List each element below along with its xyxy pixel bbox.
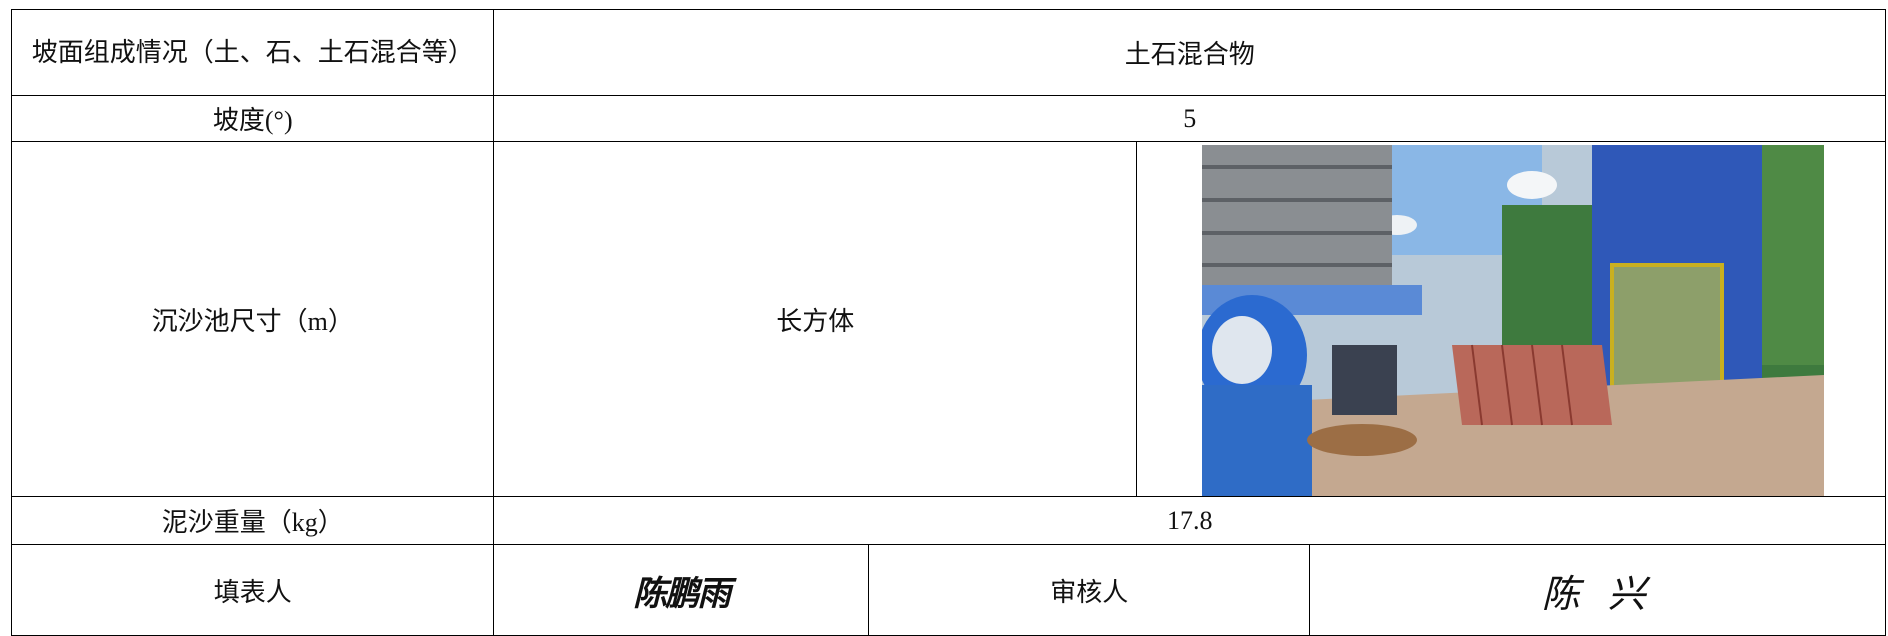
value-cell: 5: [493, 95, 1887, 143]
label-cell: 泥沙重量（kg）: [11, 496, 495, 546]
signature: 陈 兴: [1309, 544, 1887, 636]
label-cell: 填表人: [11, 544, 495, 636]
value-cell: 土石混合物: [493, 9, 1887, 97]
value-cell: 17.8: [493, 496, 1887, 546]
value-cell: 长方体: [493, 141, 1138, 498]
site-photo: [1202, 145, 1824, 496]
label-cell: 审核人: [868, 544, 1311, 636]
label-cell: 坡面组成情况（土、石、土石混合等）: [11, 9, 495, 97]
label-cell: 坡度(°): [11, 95, 495, 143]
label-cell: 沉沙池尺寸（m）: [11, 141, 495, 498]
signature: 陈鹏雨: [493, 544, 870, 636]
